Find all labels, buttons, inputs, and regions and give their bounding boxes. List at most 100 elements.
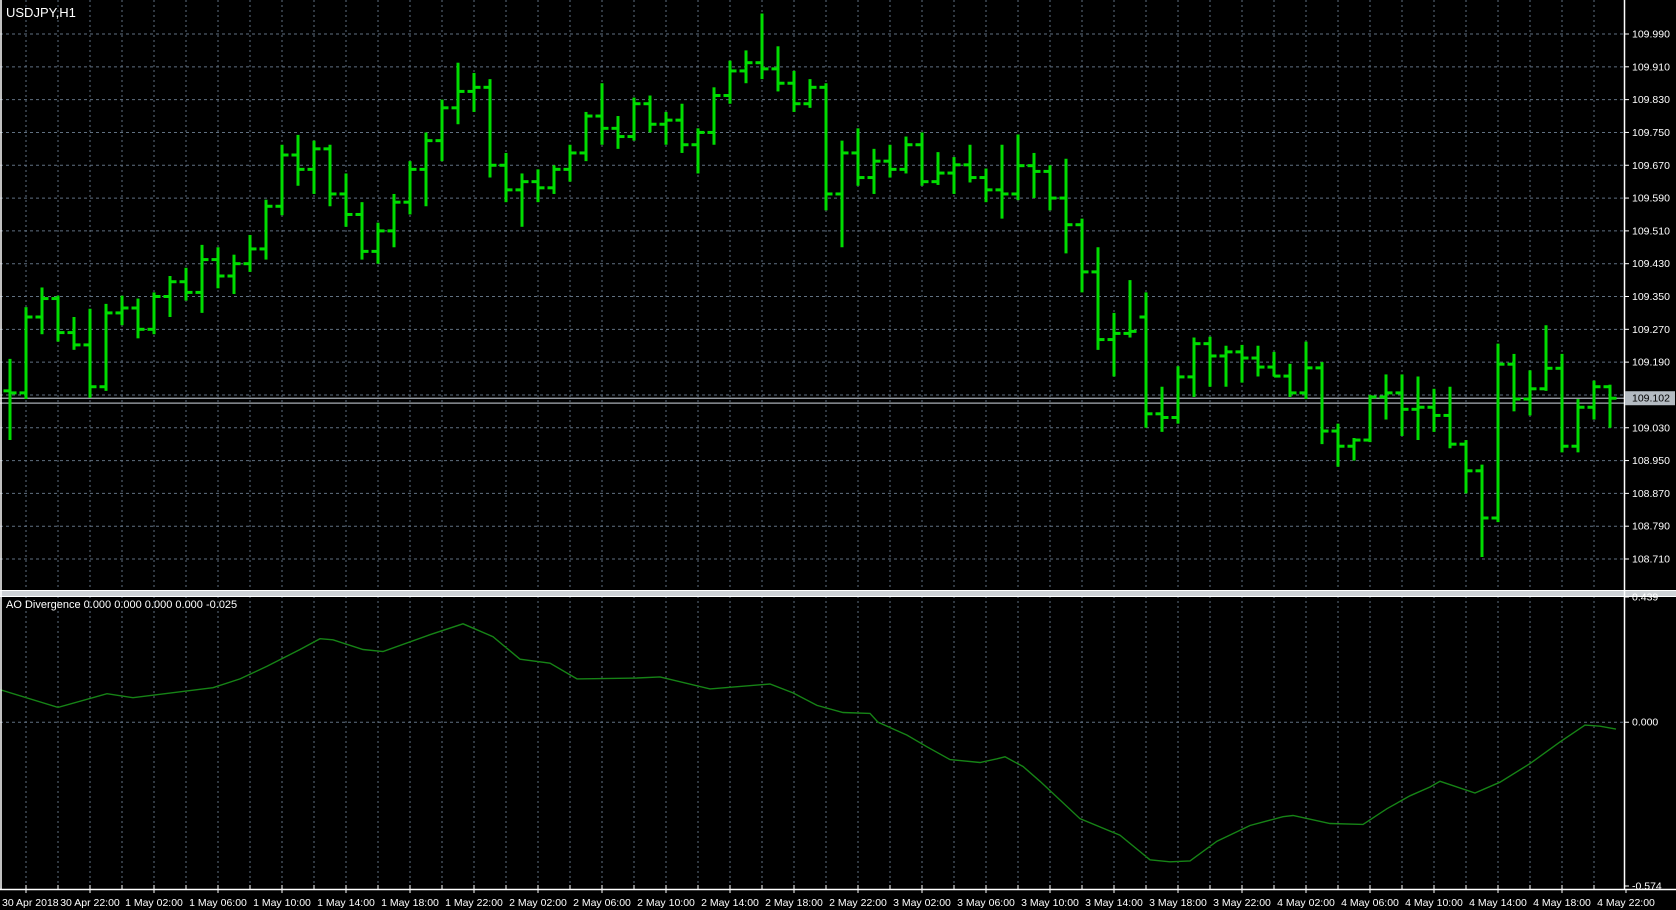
ohlc-bar: [371, 222, 385, 264]
price-tick-label: 108.790: [1632, 521, 1670, 533]
ohlc-bar: [1603, 384, 1617, 428]
price-tick-label: 109.990: [1632, 29, 1670, 41]
ohlc-bar: [467, 72, 481, 112]
ohlc-bar: [947, 157, 961, 194]
time-tick-label: 4 May 14:00: [1469, 897, 1527, 909]
ohlc-bar: [3, 358, 17, 441]
ohlc-bar: [499, 152, 513, 203]
ohlc-bar: [547, 165, 561, 194]
price-tick-label: 109.350: [1632, 291, 1670, 303]
time-tick-label: 1 May 18:00: [381, 897, 439, 909]
ohlc-bar: [995, 144, 1009, 219]
ohlc-bar: [35, 287, 49, 335]
ohlc-bars[interactable]: [3, 13, 1617, 557]
indicator-name-label: AO Divergence 0.000 0.000 0.000 0.000 -0…: [6, 599, 238, 611]
ohlc-bar: [1155, 386, 1169, 432]
ohlc-bar: [195, 244, 209, 313]
price-tick-label: 109.590: [1632, 193, 1670, 205]
price-tick-label: 109.430: [1632, 258, 1670, 270]
ohlc-bar: [275, 144, 289, 216]
ohlc-bar: [1411, 376, 1425, 441]
ohlc-bar: [835, 140, 849, 248]
ohlc-bar: [51, 295, 65, 342]
time-tick-label: 3 May 14:00: [1085, 897, 1143, 909]
ohlc-bar: [1011, 134, 1025, 201]
ohlc-bar: [1443, 386, 1457, 449]
ohlc-bar: [739, 50, 753, 84]
ohlc-bar: [931, 152, 945, 185]
time-tick-label: 2 May 06:00: [573, 897, 631, 909]
price-tick-label: 109.750: [1632, 127, 1670, 139]
time-tick-label: 2 May 10:00: [637, 897, 695, 909]
ohlc-bar: [595, 83, 609, 145]
ohlc-bar: [627, 97, 641, 141]
ohlc-bar: [387, 193, 401, 248]
time-tick-label: 4 May 06:00: [1341, 897, 1399, 909]
price-tick-label: 109.190: [1632, 357, 1670, 369]
ohlc-bar: [163, 275, 177, 318]
bid-price-value: 109.102: [1632, 393, 1670, 405]
ohlc-bar: [819, 83, 833, 211]
price-tick-label: 108.950: [1632, 455, 1670, 467]
ohlc-bar: [707, 87, 721, 145]
ohlc-bar: [419, 132, 433, 207]
time-tick-label: 1 May 06:00: [189, 897, 247, 909]
ohlc-bar: [131, 298, 145, 339]
ohlc-bar: [579, 111, 593, 162]
ohlc-bar: [1395, 374, 1409, 436]
ohlc-bar: [1363, 394, 1377, 443]
ohlc-bar: [963, 144, 977, 183]
ohlc-bar: [1299, 341, 1313, 400]
ohlc-bar: [611, 116, 625, 149]
price-tick-label: 109.270: [1632, 324, 1670, 336]
time-tick-label: 30 Apr 2018: [2, 897, 59, 909]
price-tick-label: 109.830: [1632, 94, 1670, 106]
ohlc-bar: [1251, 345, 1265, 377]
ohlc-bar: [19, 307, 33, 400]
ohlc-bar: [1187, 337, 1201, 397]
ohlc-bar: [115, 295, 129, 326]
ohlc-bar: [1459, 440, 1473, 494]
horizontal-gridlines: [0, 33, 1624, 560]
ohlc-bar: [1539, 325, 1553, 391]
ohlc-bar: [915, 132, 929, 186]
ohlc-bar: [1475, 464, 1489, 557]
time-tick-label: 4 May 18:00: [1533, 897, 1591, 909]
time-tick-label: 4 May 10:00: [1405, 897, 1463, 909]
ohlc-bar: [1075, 218, 1089, 293]
ohlc-bar: [259, 199, 273, 260]
indicator-tick-label: 0.000: [1632, 717, 1658, 729]
ohlc-bar: [1027, 152, 1041, 199]
ohlc-bar: [1587, 380, 1601, 420]
pane-separator[interactable]: [0, 590, 1676, 597]
time-tick-label: 1 May 02:00: [125, 897, 183, 909]
ohlc-bar: [1043, 165, 1057, 211]
price-tick-label: 109.030: [1632, 422, 1670, 434]
ohlc-bar: [1331, 423, 1345, 467]
ohlc-bar: [323, 144, 337, 207]
ohlc-bar: [803, 79, 817, 108]
price-tick-label: 109.910: [1632, 61, 1670, 73]
ohlc-bar: [1507, 353, 1521, 412]
bid-ask-lines: [0, 397, 1624, 404]
ohlc-bar: [483, 79, 497, 178]
price-tick-label: 108.870: [1632, 488, 1670, 500]
ohlc-bar: [1203, 336, 1217, 387]
current-price-badge: 109.102: [1625, 391, 1675, 406]
ohlc-bar: [1379, 374, 1393, 420]
ohlc-bar: [1123, 280, 1137, 338]
time-scale[interactable]: 30 Apr 2018 30 Apr 22:00 1 May 02:00 1 May …: [2, 885, 1655, 909]
ohlc-bar: [659, 111, 673, 145]
ohlc-bar: [243, 234, 257, 272]
time-tick-label: 3 May 10:00: [1021, 897, 1079, 909]
ohlc-bar: [1107, 312, 1121, 377]
ohlc-bar: [1523, 370, 1537, 416]
ohlc-bar: [723, 60, 737, 104]
vertical-gridlines: [25, 0, 1595, 889]
ohlc-bar: [1315, 362, 1329, 445]
ohlc-bar: [179, 267, 193, 301]
indicator-scale[interactable]: 0.439 0.000 -0.574: [1624, 592, 1662, 893]
ohlc-bar: [1091, 247, 1105, 350]
ohlc-bar: [1235, 344, 1249, 383]
